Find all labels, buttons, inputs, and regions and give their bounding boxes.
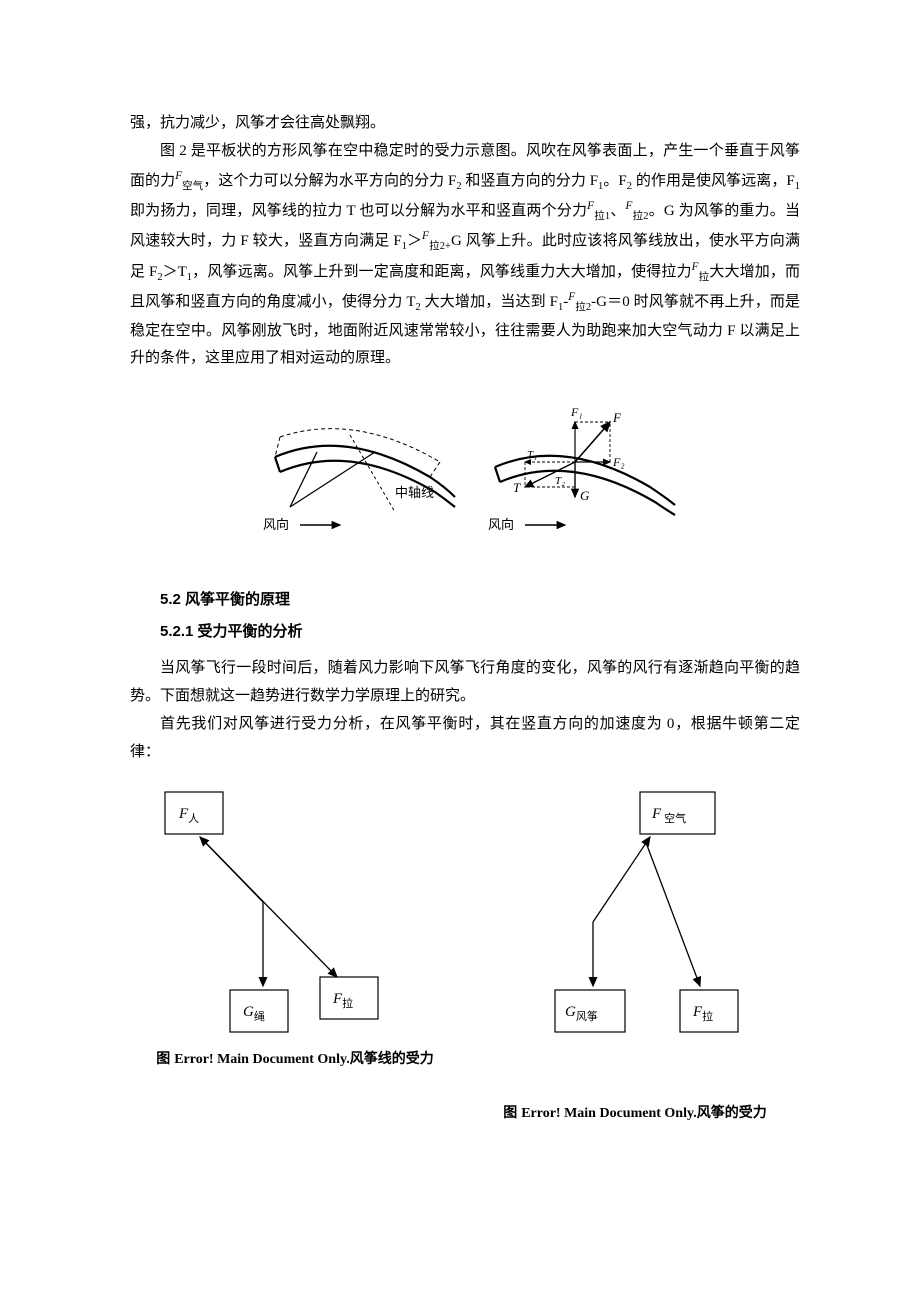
caption-pre: 图 [503, 1104, 521, 1120]
label-G: G [580, 488, 590, 503]
label-wind-right: 风向 [488, 517, 514, 532]
paragraph-main: 图 2 是平板状的方形风筝在空中稳定时的受力示意图。风吹在风筝表面上，产生一个垂… [130, 138, 800, 373]
box1-sub: 人 [188, 812, 199, 825]
force-diagram-right: F空气 G风筝 F拉 图 Error! Main Document Only.风… [480, 782, 790, 1124]
force-right-svg: F空气 G风筝 F拉 [485, 782, 785, 1072]
heading-5-2-1: 5.2.1 受力平衡的分析 [130, 618, 800, 646]
box3-sub: 拉 [342, 996, 353, 1010]
figure-2-kite-forces: 中轴线 风向 F F₁ F₂ [130, 397, 800, 568]
caption-err: Error! Main Document Only. [174, 1052, 350, 1067]
sub: 拉1 [594, 211, 610, 222]
box2-var: G [243, 1004, 254, 1020]
sub: 拉2 [575, 302, 591, 313]
label-F: F [612, 410, 622, 425]
svg-text:F拉: F拉 [692, 1004, 713, 1023]
caption-pre: 图 [156, 1050, 174, 1066]
text: 。F [603, 173, 626, 189]
label-axis: 中轴线 [395, 485, 434, 500]
paragraph-continuation: 强，抗力减少，风筝才会往高处飘翔。 [130, 110, 800, 138]
var: F [175, 170, 182, 182]
label-T1: T₁ [527, 449, 537, 461]
caption-post: 风筝线的受力 [350, 1050, 434, 1066]
text: 和竖直方向的分力 F [462, 173, 598, 189]
box2-var: G [565, 1004, 576, 1020]
text: ＞ [407, 233, 422, 249]
text: 即为扬力，同理，风筝线的拉力 T 也可以分解为水平和竖直两个分力 [130, 203, 587, 219]
force-diagram-left: F人 G绳 F拉 图 Error! Main Document Only.风筝线… [140, 782, 450, 1124]
sub: 拉2+ [429, 241, 451, 252]
kite-diagram-svg: 中轴线 风向 F F₁ F₂ [245, 397, 685, 557]
var: F [587, 200, 594, 212]
var: F [692, 261, 699, 273]
text: 的作用是使风筝远离，F [632, 173, 795, 189]
sub: 1 [795, 181, 800, 192]
label-F1: F₁ [570, 405, 583, 419]
box1-var: F [651, 806, 662, 822]
sub: 空气 [182, 181, 203, 192]
box1-sub: 空气 [664, 811, 686, 825]
label-T: T [513, 480, 521, 495]
force-left-svg: F人 G绳 F拉 [145, 782, 445, 1042]
box2-sub: 风筝 [576, 1009, 598, 1023]
sub: 拉 [699, 272, 710, 283]
text: ，风筝远离。风筝上升到一定高度和距离，风筝线重力大大增加，使得拉力 [192, 264, 692, 280]
svg-text:F空气: F空气 [651, 806, 686, 825]
sub: 拉2 [632, 211, 648, 222]
text: 大大增加，当达到 F [421, 294, 558, 310]
box3-sub: 拉 [702, 1009, 713, 1023]
label-wind-left: 风向 [263, 517, 289, 532]
label-F2: F₂ [612, 455, 625, 469]
caption-left: 图 Error! Main Document Only.风筝线的受力 [140, 1048, 450, 1070]
caption-right: 图 Error! Main Document Only.风筝的受力 [480, 1102, 790, 1124]
box2-sub: 绳 [254, 1009, 265, 1023]
svg-text:F拉: F拉 [332, 991, 353, 1010]
analysis-p1: 当风筝飞行一段时间后，随着风力影响下风筝飞行角度的变化，风筝的风行有逐渐趋向平衡… [130, 655, 800, 711]
text: 强，抗力减少，风筝才会往高处飘翔。 [130, 115, 385, 131]
text: 、 [610, 203, 625, 219]
svg-text:G风筝: G风筝 [565, 1004, 598, 1023]
svg-text:F人: F人 [178, 806, 199, 825]
label-T2: T₂ [555, 475, 565, 487]
analysis-p2: 首先我们对风筝进行受力分析，在风筝平衡时，其在竖直方向的加速度为 0，根据牛顿第… [130, 711, 800, 767]
svg-text:G绳: G绳 [243, 1004, 265, 1023]
heading-5-2: 5.2 风筝平衡的原理 [130, 586, 800, 614]
text: ＞T [163, 264, 187, 280]
text: ，这个力可以分解为水平方向的分力 F [203, 173, 456, 189]
caption-post: 风筝的受力 [697, 1104, 767, 1120]
caption-err: Error! Main Document Only. [521, 1106, 697, 1121]
var: F [422, 230, 429, 242]
force-diagrams-row: F人 G绳 F拉 图 Error! Main Document Only.风筝线… [130, 782, 800, 1124]
